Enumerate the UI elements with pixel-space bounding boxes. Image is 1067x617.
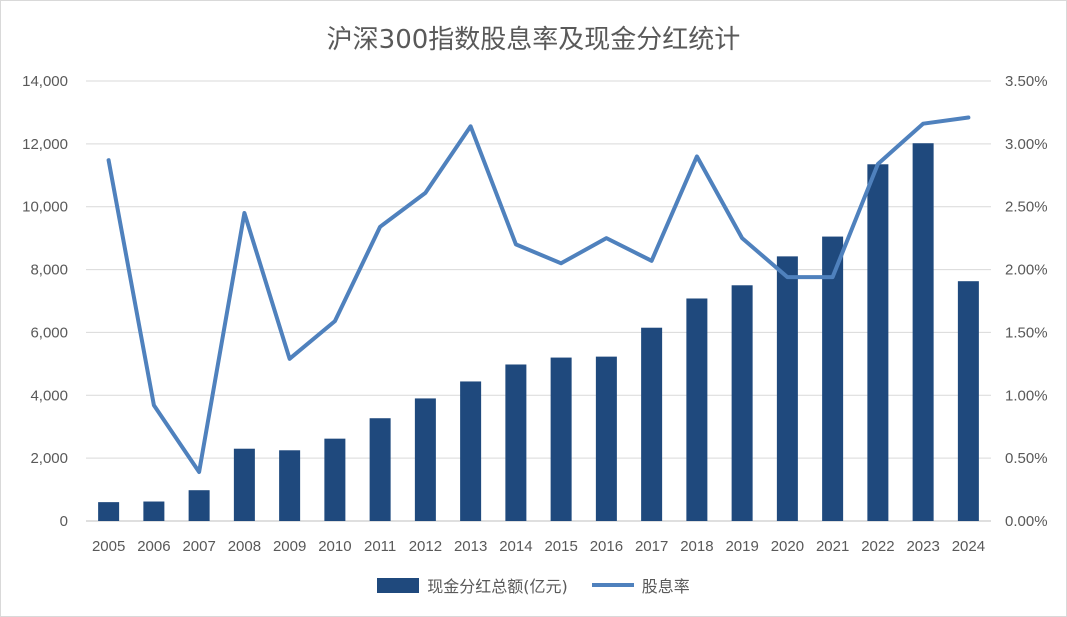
line-point bbox=[967, 116, 969, 118]
legend-item-line: 股息率 bbox=[591, 573, 690, 597]
line-point bbox=[741, 237, 743, 239]
line-point bbox=[696, 155, 698, 157]
x-tick-label: 2006 bbox=[137, 538, 170, 555]
bar bbox=[641, 327, 663, 521]
bar bbox=[233, 448, 255, 521]
bar bbox=[550, 357, 572, 521]
line-point bbox=[877, 163, 879, 165]
line-point bbox=[832, 276, 834, 278]
legend-swatch-bar bbox=[377, 577, 420, 593]
line-point bbox=[379, 226, 381, 228]
y-right-tick-label: 2.00% bbox=[1005, 262, 1048, 279]
bar bbox=[867, 164, 889, 522]
bar bbox=[505, 364, 527, 521]
line-point bbox=[108, 159, 110, 161]
bar bbox=[98, 502, 120, 521]
line-point bbox=[922, 123, 924, 125]
y-right-tick-label: 3.00% bbox=[1005, 136, 1048, 153]
x-tick-label: 2011 bbox=[364, 538, 396, 555]
y-left-tick-label: 0 bbox=[60, 513, 68, 530]
bar bbox=[188, 490, 210, 521]
y-left-tick-label: 6,000 bbox=[30, 324, 68, 341]
x-tick-label: 2013 bbox=[454, 538, 487, 555]
legend: 现金分红总额(亿元) 股息率 bbox=[1, 573, 1066, 597]
legend-item-bars: 现金分红总额(亿元) bbox=[377, 573, 568, 597]
x-tick-label: 2024 bbox=[952, 538, 985, 555]
x-tick-label: 2009 bbox=[273, 538, 306, 555]
y-right-tick-label: 0.00% bbox=[1005, 513, 1048, 530]
line-point bbox=[289, 358, 291, 360]
x-tick-label: 2005 bbox=[92, 538, 125, 555]
x-tick-label: 2018 bbox=[680, 538, 713, 555]
x-tick-label: 2008 bbox=[228, 538, 261, 555]
line-point bbox=[243, 212, 245, 214]
line-series-yield bbox=[106, 115, 971, 474]
bar bbox=[957, 281, 979, 521]
legend-label-bars: 现金分红总额(亿元) bbox=[427, 577, 568, 596]
y-right-tick-label: 0.50% bbox=[1005, 450, 1048, 467]
line-point bbox=[515, 243, 517, 245]
legend-label-line: 股息率 bbox=[641, 577, 690, 596]
chart-title: 沪深300指数股息率及现金分红统计 bbox=[326, 25, 741, 55]
bar bbox=[776, 256, 798, 521]
bar bbox=[595, 356, 617, 521]
bar bbox=[143, 501, 165, 521]
y-right-tick-label: 1.00% bbox=[1005, 387, 1048, 404]
bar bbox=[324, 438, 346, 521]
y-left-tick-label: 8,000 bbox=[30, 262, 68, 279]
line-point bbox=[470, 125, 472, 127]
x-tick-label: 2016 bbox=[590, 538, 623, 555]
y-left-tick-label: 2,000 bbox=[30, 450, 68, 467]
x-tick-label: 2023 bbox=[906, 538, 939, 555]
x-tick-label: 2022 bbox=[861, 538, 894, 555]
x-tick-label: 2014 bbox=[499, 538, 532, 555]
y-left-tick-label: 10,000 bbox=[22, 199, 68, 216]
y-right-tick-label: 1.50% bbox=[1005, 324, 1048, 341]
y-left-tick-label: 4,000 bbox=[30, 387, 68, 404]
line-point bbox=[560, 262, 562, 264]
line-point bbox=[153, 404, 155, 406]
line-point bbox=[198, 471, 200, 473]
line-point bbox=[334, 320, 336, 322]
x-tick-label: 2021 bbox=[816, 538, 849, 555]
line-point bbox=[651, 260, 653, 262]
line-point bbox=[786, 276, 788, 278]
y-right-tick-label: 2.50% bbox=[1005, 199, 1048, 216]
y-left-tick-label: 14,000 bbox=[22, 73, 68, 90]
bar bbox=[912, 143, 934, 521]
x-tick-label: 2010 bbox=[318, 538, 351, 555]
bar bbox=[731, 285, 753, 521]
bar bbox=[279, 450, 301, 521]
y-left-tick-label: 12,000 bbox=[22, 136, 68, 153]
x-tick-label: 2007 bbox=[182, 538, 215, 555]
legend-swatch-line bbox=[591, 583, 634, 587]
y-right-tick-label: 3.50% bbox=[1005, 73, 1048, 90]
x-tick-label: 2019 bbox=[725, 538, 758, 555]
bar bbox=[822, 236, 844, 522]
x-tick-label: 2017 bbox=[635, 538, 668, 555]
bar bbox=[460, 381, 482, 521]
x-tick-label: 2020 bbox=[771, 538, 804, 555]
bar bbox=[369, 418, 391, 521]
x-tick-label: 2015 bbox=[544, 538, 577, 555]
x-tick-label: 2012 bbox=[409, 538, 442, 555]
line-point bbox=[424, 192, 426, 194]
line-point bbox=[605, 237, 607, 239]
bar bbox=[414, 398, 436, 521]
bar bbox=[686, 298, 708, 521]
